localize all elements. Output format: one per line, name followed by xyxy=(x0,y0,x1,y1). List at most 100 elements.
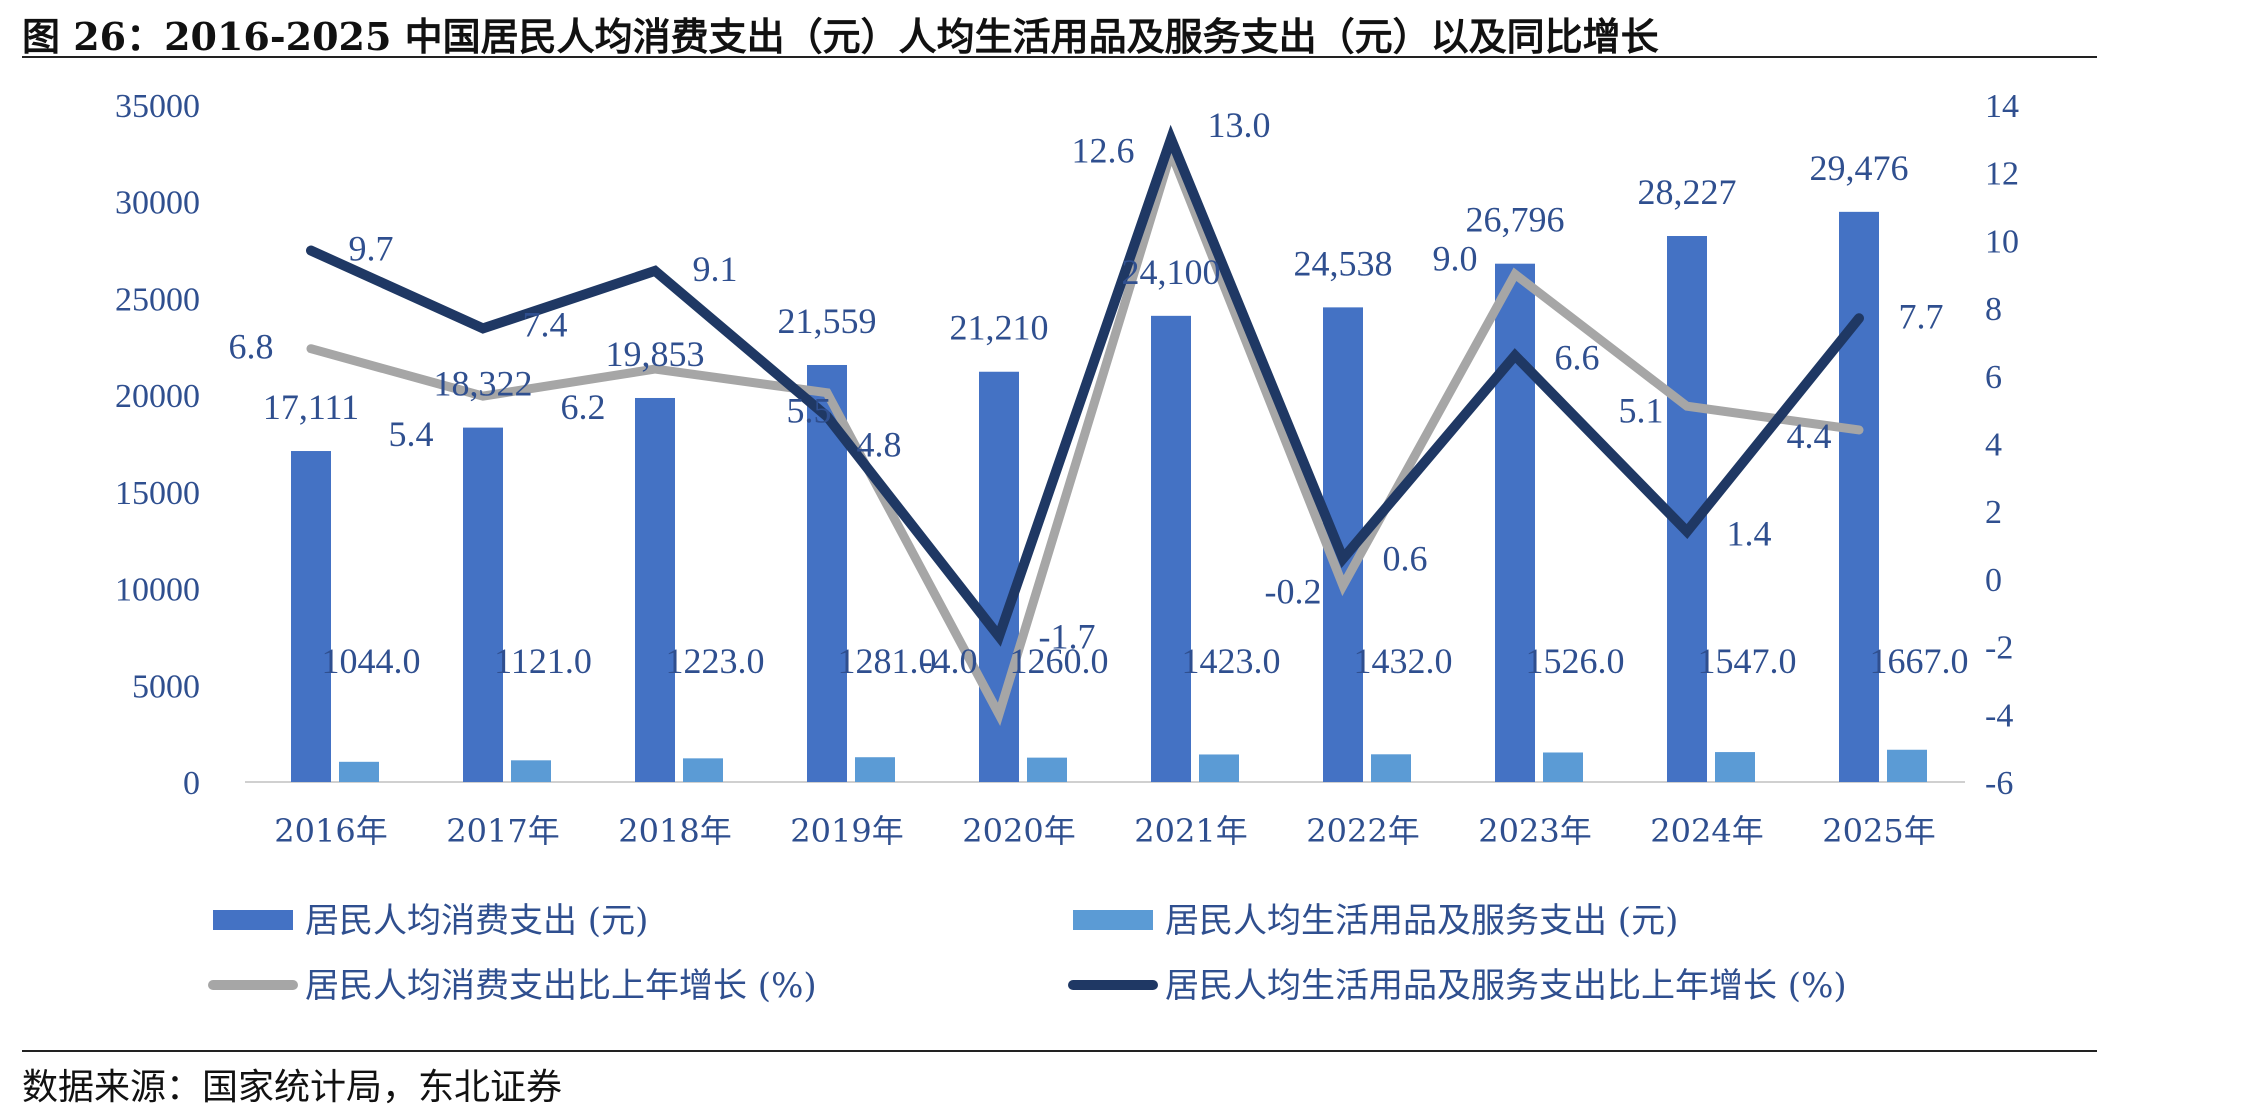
bar-daily-goods xyxy=(1715,752,1755,782)
line-daily-goods-growth-label: 9.7 xyxy=(349,229,394,269)
bar-daily-goods-label: 1044.0 xyxy=(322,641,421,681)
bar-daily-goods-label: 1260.0 xyxy=(1010,641,1109,681)
chart-title: 图 26：2016-2025 中国居民人均消费支出（元）人均生活用品及服务支出（… xyxy=(22,14,1659,59)
right-tick-label: 12 xyxy=(1985,156,2019,193)
right-tick-label: 4 xyxy=(1985,427,2002,464)
bar-consumption xyxy=(1839,211,1879,782)
right-tick-label: -4 xyxy=(1985,697,2013,734)
bar-daily-goods-label: 1547.0 xyxy=(1698,641,1797,681)
bar-daily-goods xyxy=(1887,749,1927,782)
line-consumption-growth-label: 6.8 xyxy=(229,327,274,367)
source-note: 数据来源：国家统计局，东北证券 xyxy=(22,1067,563,1108)
line-consumption-growth-label: 5.5 xyxy=(787,391,832,431)
legend: 居民人均消费支出 (元) 居民人均生活用品及服务支出 (元) 居民人均消费支出比上年… xyxy=(208,901,1847,1006)
legend-label: 居民人均生活用品及服务支出比上年增长 (%) xyxy=(1165,966,1847,1006)
line-daily-goods-growth-label: 6.6 xyxy=(1555,337,1600,377)
bar-daily-goods xyxy=(339,761,379,782)
bar-daily-goods-label: 1121.0 xyxy=(494,641,592,681)
line-daily-goods-growth-label: 13.0 xyxy=(1208,105,1271,145)
left-tick-label: 0 xyxy=(183,765,200,802)
left-axis: 0 5000 10000 15000 20000 25000 30000 35000 xyxy=(115,88,200,802)
line-consumption-growth-label: -0.2 xyxy=(1265,572,1322,612)
bar-consumption-label: 28,227 xyxy=(1638,172,1737,212)
category-label: 2025年 xyxy=(1822,812,1935,850)
right-tick-label: -2 xyxy=(1985,630,2013,667)
combo-chart: 0 5000 10000 15000 20000 25000 30000 35000 -6 -4… xyxy=(115,88,2019,1006)
line-consumption-growth-label: 9.0 xyxy=(1433,238,1478,278)
line-consumption-growth-label: 5.1 xyxy=(1619,390,1664,430)
bar-series xyxy=(291,211,1927,783)
bar-daily-goods-label: 1223.0 xyxy=(666,641,765,681)
bar-consumption xyxy=(1495,263,1535,782)
category-axis: 2016年 2017年 2018年 2019年 2020年 2021年 2022年 2023年… xyxy=(274,812,1935,850)
bar-consumption-label: 17,111 xyxy=(263,387,359,427)
legend-label: 居民人均生活用品及服务支出 (元) xyxy=(1165,901,1678,941)
bar-consumption-label: 19,853 xyxy=(606,334,705,374)
bar-consumption-label: 29,476 xyxy=(1810,148,1909,188)
line-consumption-growth-label: 4.4 xyxy=(1787,416,1832,456)
line-series xyxy=(306,124,1864,726)
left-tick-label: 20000 xyxy=(115,378,200,415)
line-consumption-growth xyxy=(306,138,1864,726)
bar-consumption-label: 24,538 xyxy=(1294,243,1393,283)
source-rule xyxy=(22,1050,2097,1052)
bar-daily-goods xyxy=(1027,757,1067,782)
legend-label: 居民人均消费支出 (元) xyxy=(305,901,648,941)
right-tick-label: 2 xyxy=(1985,494,2002,531)
bar-daily-goods-label: 1423.0 xyxy=(1182,641,1281,681)
line-consumption-growth-label: 6.2 xyxy=(561,387,606,427)
line-daily-goods-growth-label: 0.6 xyxy=(1383,539,1428,579)
left-tick-label: 15000 xyxy=(115,475,200,512)
bar-consumption-label: 21,210 xyxy=(950,308,1049,348)
bar-consumption-label: 26,796 xyxy=(1466,200,1565,240)
bar-daily-goods xyxy=(855,757,895,782)
category-label: 2023年 xyxy=(1478,812,1591,850)
legend-swatch xyxy=(213,910,293,930)
line-daily-goods-growth xyxy=(306,124,1864,647)
right-tick-label: 8 xyxy=(1985,291,2002,328)
bar-consumption xyxy=(635,397,675,782)
category-label: 2017年 xyxy=(446,812,559,850)
right-tick-label: -6 xyxy=(1985,765,2013,802)
bar-consumption xyxy=(1151,315,1191,782)
right-axis: -6 -4 -2 0 2 4 6 8 10 12 14 xyxy=(1985,88,2019,802)
line-daily-goods-growth-label: 1.4 xyxy=(1727,514,1772,554)
line-daily-goods-growth-label: -1.7 xyxy=(1039,616,1096,656)
legend-label: 居民人均消费支出比上年增长 (%) xyxy=(305,966,817,1006)
title-rule xyxy=(22,56,2097,58)
bar-daily-goods xyxy=(511,760,551,782)
bar-consumption-label: 24,100 xyxy=(1122,252,1221,292)
right-tick-label: 6 xyxy=(1985,359,2002,396)
category-label: 2020年 xyxy=(962,812,1075,850)
bar-consumption-label: 18,322 xyxy=(434,364,533,404)
category-label: 2016年 xyxy=(274,812,387,850)
line-consumption-growth-label: -4.0 xyxy=(921,641,978,681)
bar-daily-goods xyxy=(1543,752,1583,782)
line-consumption-growth-label: 12.6 xyxy=(1072,130,1135,170)
bar-daily-goods xyxy=(1371,754,1411,782)
line-daily-goods-growth-label: 9.1 xyxy=(693,249,738,289)
line-daily-goods-growth-label: 7.7 xyxy=(1899,296,1944,336)
category-label: 2024年 xyxy=(1650,812,1763,850)
category-label: 2018年 xyxy=(618,812,731,850)
bar-consumption xyxy=(463,427,503,782)
bar-daily-goods-label: 1281.0 xyxy=(838,641,937,681)
legend-swatch xyxy=(1073,910,1153,930)
right-tick-label: 14 xyxy=(1985,88,2019,125)
category-label: 2019年 xyxy=(790,812,903,850)
bar-daily-goods-label: 1432.0 xyxy=(1354,641,1453,681)
left-tick-label: 10000 xyxy=(115,572,200,609)
line-consumption-growth-label: 5.4 xyxy=(389,414,434,454)
bar-daily-goods xyxy=(1199,754,1239,782)
left-tick-label: 30000 xyxy=(115,185,200,222)
bar-daily-goods xyxy=(683,758,723,782)
bar-consumption xyxy=(291,451,331,782)
category-label: 2021年 xyxy=(1134,812,1247,850)
line-daily-goods-growth-label: 4.8 xyxy=(857,424,902,464)
line-daily-goods-growth-label: 7.4 xyxy=(523,304,568,344)
left-tick-label: 25000 xyxy=(115,281,200,318)
right-tick-label: 10 xyxy=(1985,223,2019,260)
bar-consumption-label: 21,559 xyxy=(778,301,877,341)
left-tick-label: 35000 xyxy=(115,88,200,125)
left-tick-label: 5000 xyxy=(132,668,200,705)
